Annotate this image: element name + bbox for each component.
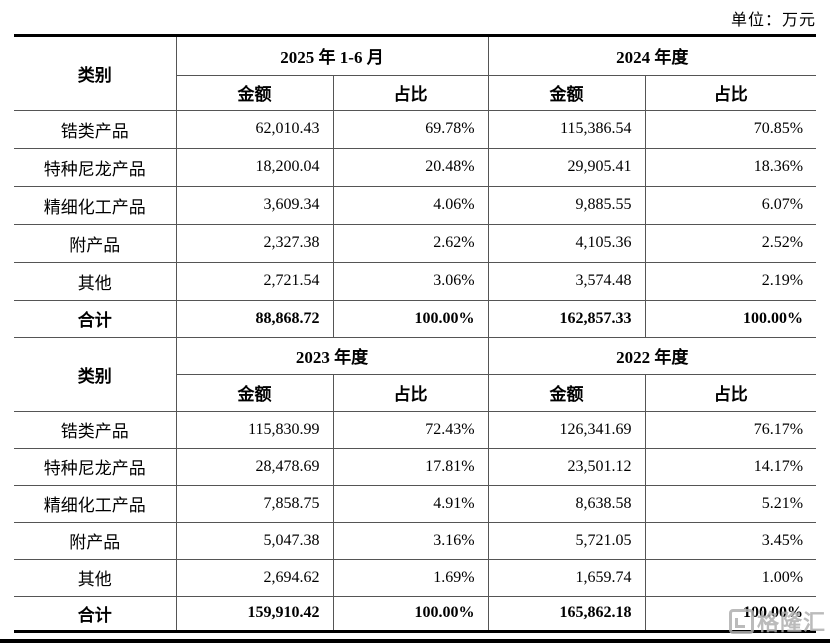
total-label: 合计 bbox=[77, 605, 112, 625]
ratio-cell: 18.36% bbox=[644, 148, 817, 187]
ratio-cell: 3.06% bbox=[332, 262, 489, 301]
total-row-2: 合计 159,910.42 100.00% 165,862.18 100.00% bbox=[14, 596, 817, 630]
ratio-cell: 2.52% bbox=[644, 224, 817, 263]
table-row-nylon: 特种尼龙产品 28,478.69 17.81% 23,501.12 14.17% bbox=[14, 448, 817, 486]
amount-cell: 23,501.12 bbox=[487, 448, 646, 486]
category-cell: 精细化工产品 bbox=[14, 485, 176, 523]
unit-label: 单位：万元 bbox=[730, 12, 816, 29]
amount-cell: 115,386.54 bbox=[487, 110, 646, 149]
amount-header: 金额 bbox=[175, 374, 333, 412]
table-row-nylon: 特种尼龙产品 18,200.04 20.48% 29,905.41 18.36% bbox=[14, 148, 817, 187]
amount-cell: 18,200.04 bbox=[175, 148, 333, 187]
total-amount-cell: 159,910.42 bbox=[175, 596, 333, 630]
amount-cell: 3,609.34 bbox=[175, 186, 333, 225]
ratio-cell: 6.07% bbox=[644, 186, 817, 225]
total-ratio-cell: 100.00% bbox=[644, 300, 817, 338]
category-cell: 特种尼龙产品 bbox=[14, 448, 176, 486]
category-cell: 其他 bbox=[14, 262, 176, 301]
amount-header: 金额 bbox=[175, 75, 333, 111]
category-cell: 精细化工产品 bbox=[14, 186, 176, 225]
ratio-cell: 3.45% bbox=[644, 522, 817, 560]
amount-cell: 5,721.05 bbox=[487, 522, 646, 560]
table-row-zirconium: 锆类产品 62,010.43 69.78% 115,386.54 70.85% bbox=[14, 110, 817, 149]
period-header-2023: 2023 年度 bbox=[175, 337, 489, 375]
category-cell: 附产品 bbox=[14, 224, 176, 263]
ratio-cell: 3.16% bbox=[332, 522, 489, 560]
category-cell: 特种尼龙产品 bbox=[14, 148, 176, 187]
total-ratio-cell: 100.00% bbox=[332, 596, 489, 630]
ratio-cell: 2.62% bbox=[332, 224, 489, 263]
ratio-cell: 70.85% bbox=[644, 110, 817, 149]
total-amount-cell: 165,862.18 bbox=[487, 596, 646, 630]
ratio-cell: 1.69% bbox=[332, 559, 489, 597]
period-header-2024: 2024 年度 bbox=[487, 37, 817, 76]
header-row-periods-2: 类别 2023 年度 2022 年度 bbox=[14, 337, 817, 412]
table-row-other: 其他 2,694.62 1.69% 1,659.74 1.00% bbox=[14, 559, 817, 597]
ratio-cell: 4.06% bbox=[332, 186, 489, 225]
total-ratio-cell: 100.00% bbox=[644, 596, 817, 630]
ratio-header: 占比 bbox=[332, 374, 489, 412]
table-row-other: 其他 2,721.54 3.06% 3,574.48 2.19% bbox=[14, 262, 817, 301]
amount-cell: 2,327.38 bbox=[175, 224, 333, 263]
ratio-header: 占比 bbox=[332, 75, 489, 111]
header-row-metrics-2: 金额 占比 金额 占比 bbox=[14, 374, 817, 412]
category-cell: 附产品 bbox=[14, 522, 176, 560]
amount-cell: 115,830.99 bbox=[175, 411, 333, 449]
ratio-cell: 69.78% bbox=[332, 110, 489, 149]
period-header-2022: 2022 年度 bbox=[487, 337, 817, 375]
header-row-periods-1: 类别 2025 年 1-6 月 2024 年度 bbox=[14, 37, 817, 111]
category-cell: 锆类产品 bbox=[14, 110, 176, 149]
header-row-metrics-1: 金额 占比 金额 占比 bbox=[14, 75, 817, 111]
table-row-fine-chemical: 精细化工产品 3,609.34 4.06% 9,885.55 6.07% bbox=[14, 186, 817, 225]
amount-cell: 8,638.58 bbox=[487, 485, 646, 523]
total-ratio-cell: 100.00% bbox=[332, 300, 489, 338]
ratio-cell: 72.43% bbox=[332, 411, 489, 449]
page-bottom-rule bbox=[0, 639, 830, 643]
table-row-byproduct: 附产品 5,047.38 3.16% 5,721.05 3.45% bbox=[14, 522, 817, 560]
ratio-header: 占比 bbox=[644, 374, 817, 412]
amount-cell: 4,105.36 bbox=[487, 224, 646, 263]
amount-cell: 2,694.62 bbox=[175, 559, 333, 597]
category-cell: 其他 bbox=[14, 559, 176, 597]
ratio-header: 占比 bbox=[644, 75, 817, 111]
amount-cell: 3,574.48 bbox=[487, 262, 646, 301]
table-row-fine-chemical: 精细化工产品 7,858.75 4.91% 8,638.58 5.21% bbox=[14, 485, 817, 523]
category-header: 类别 bbox=[14, 337, 176, 412]
table-row-zirconium: 锆类产品 115,830.99 72.43% 126,341.69 76.17% bbox=[14, 411, 817, 449]
ratio-cell: 17.81% bbox=[332, 448, 489, 486]
ratio-cell: 4.91% bbox=[332, 485, 489, 523]
revenue-table: 类别 2025 年 1-6 月 2024 年度 金额 占比 金额 占比 锆类产品… bbox=[14, 34, 817, 633]
total-amount-cell: 88,868.72 bbox=[175, 300, 333, 338]
amount-cell: 2,721.54 bbox=[175, 262, 333, 301]
amount-cell: 28,478.69 bbox=[175, 448, 333, 486]
amount-header: 金额 bbox=[487, 374, 646, 412]
ratio-cell: 76.17% bbox=[644, 411, 817, 449]
category-cell: 锆类产品 bbox=[14, 411, 176, 449]
ratio-cell: 2.19% bbox=[644, 262, 817, 301]
total-row-1: 合计 88,868.72 100.00% 162,857.33 100.00% bbox=[14, 300, 817, 338]
ratio-cell: 1.00% bbox=[644, 559, 817, 597]
amount-cell: 29,905.41 bbox=[487, 148, 646, 187]
amount-cell: 62,010.43 bbox=[175, 110, 333, 149]
revenue-breakdown-table: 类别 2025 年 1-6 月 2024 年度 金额 占比 金额 占比 锆类产品… bbox=[14, 37, 817, 630]
period-header-2025h1: 2025 年 1-6 月 bbox=[175, 37, 489, 76]
category-header: 类别 bbox=[14, 37, 176, 111]
amount-cell: 126,341.69 bbox=[487, 411, 646, 449]
amount-cell: 9,885.55 bbox=[487, 186, 646, 225]
amount-cell: 1,659.74 bbox=[487, 559, 646, 597]
amount-header: 金额 bbox=[487, 75, 646, 111]
amount-cell: 7,858.75 bbox=[175, 485, 333, 523]
total-label: 合计 bbox=[14, 300, 176, 338]
amount-cell: 5,047.38 bbox=[175, 522, 333, 560]
ratio-cell: 14.17% bbox=[644, 448, 817, 486]
ratio-cell: 5.21% bbox=[644, 485, 817, 523]
total-amount-cell: 162,857.33 bbox=[487, 300, 646, 338]
ratio-cell: 20.48% bbox=[332, 148, 489, 187]
table-row-byproduct: 附产品 2,327.38 2.62% 4,105.36 2.52% bbox=[14, 224, 817, 263]
